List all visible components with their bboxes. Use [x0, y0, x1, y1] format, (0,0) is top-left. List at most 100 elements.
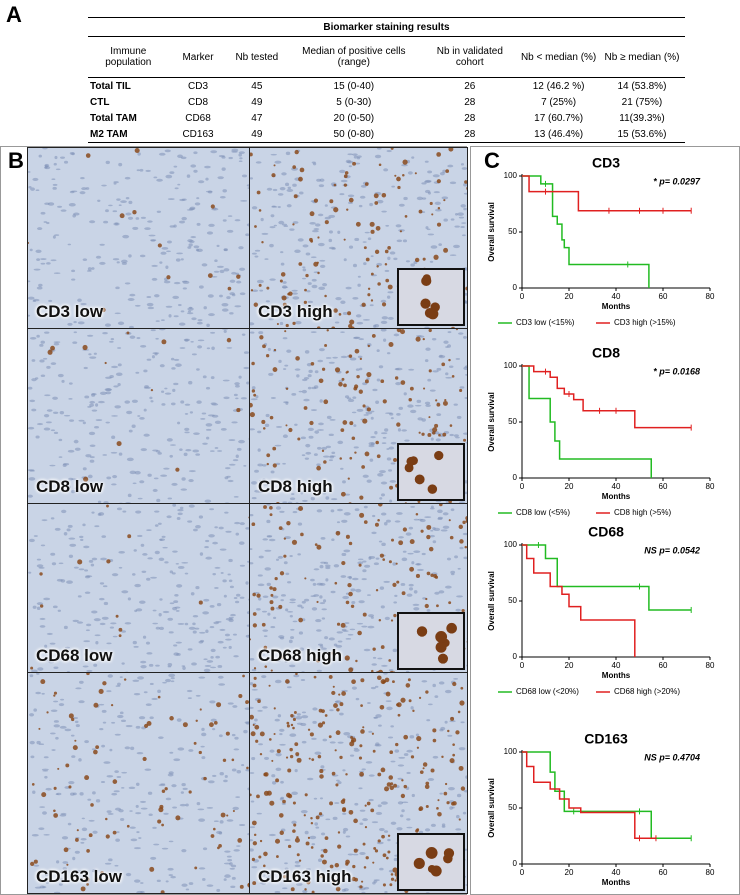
nucleus: [203, 598, 210, 602]
nucleus: [456, 793, 462, 798]
stained-cell: [393, 783, 397, 788]
nucleus: [53, 724, 60, 728]
nucleus: [116, 198, 121, 201]
stained-cell: [344, 171, 349, 175]
nucleus: [239, 564, 245, 567]
stained-cell: [341, 560, 346, 566]
nucleus: [274, 444, 282, 447]
nucleus: [111, 415, 118, 417]
nucleus: [460, 721, 465, 724]
stained-cell: [447, 729, 450, 733]
nucleus: [39, 343, 44, 347]
nucleus: [31, 378, 37, 382]
nucleus: [213, 820, 219, 823]
nucleus: [135, 782, 140, 787]
nucleus: [370, 686, 376, 690]
nucleus: [341, 519, 348, 523]
nucleus: [377, 473, 384, 477]
stained-cell: [337, 844, 342, 849]
nucleus: [373, 880, 378, 883]
nucleus: [168, 631, 174, 634]
stained-cell: [207, 273, 213, 278]
nucleus: [110, 338, 115, 341]
stained-cell: [285, 756, 289, 759]
nucleus: [97, 199, 101, 202]
nucleus: [370, 436, 376, 439]
nucleus: [370, 410, 375, 413]
nucleus: [275, 752, 282, 757]
nucleus: [383, 168, 389, 172]
nucleus: [174, 593, 179, 597]
nucleus: [457, 212, 464, 216]
stained-cell: [371, 669, 374, 672]
nucleus: [232, 459, 239, 462]
stained-cell: [101, 307, 106, 313]
nucleus: [99, 582, 105, 585]
nucleus: [68, 398, 73, 400]
stained-cell: [104, 361, 107, 365]
nucleus: [318, 643, 323, 646]
nucleus: [105, 160, 110, 165]
nucleus: [421, 182, 427, 185]
stained-cell: [349, 319, 355, 325]
nucleus: [454, 555, 458, 559]
stained-cell: [409, 566, 415, 572]
nucleus: [111, 792, 118, 796]
nucleus: [58, 456, 63, 458]
nucleus: [266, 582, 271, 586]
nucleus: [275, 506, 282, 510]
nucleus: [186, 689, 193, 693]
nucleus: [231, 271, 237, 275]
nucleus: [374, 685, 379, 688]
nucleus: [44, 202, 50, 205]
nucleus: [436, 413, 442, 417]
nucleus: [57, 373, 64, 378]
x-tick-label: 20: [565, 661, 574, 670]
stained-cell: [385, 278, 390, 283]
nucleus: [250, 839, 254, 842]
nucleus: [352, 853, 359, 856]
nucleus: [311, 737, 317, 740]
nucleus: [306, 363, 312, 367]
nucleus: [88, 658, 93, 661]
nucleus: [338, 379, 344, 383]
nucleus: [218, 683, 226, 686]
nucleus: [385, 224, 390, 227]
stained-cell: [328, 735, 332, 739]
nucleus: [165, 305, 173, 308]
nucleus: [279, 728, 285, 732]
nucleus: [31, 359, 36, 362]
nucleus: [283, 561, 288, 565]
stained-cell: [279, 279, 283, 283]
nucleus: [71, 269, 76, 273]
nucleus: [229, 867, 235, 870]
stained-cell: [282, 799, 286, 804]
nucleus: [250, 800, 255, 803]
nucleus: [210, 648, 216, 653]
nucleus: [438, 681, 445, 685]
nucleus: [454, 212, 458, 216]
nucleus: [328, 459, 334, 462]
stained-cell: [364, 826, 368, 829]
nucleus: [311, 284, 318, 289]
nucleus: [28, 314, 31, 317]
nucleus: [269, 243, 274, 248]
nucleus: [134, 879, 141, 883]
nucleus: [447, 734, 453, 737]
stained-cell: [426, 571, 431, 576]
nucleus: [357, 275, 361, 278]
stained-cell: [361, 302, 366, 307]
table-cell: CD68: [185, 112, 211, 124]
nucleus: [266, 504, 271, 506]
nucleus: [413, 518, 419, 521]
nucleus: [118, 452, 123, 456]
stained-cell: [303, 300, 308, 304]
nucleus: [221, 156, 226, 159]
nucleus: [132, 679, 140, 682]
stained-cell: [366, 407, 371, 412]
nucleus: [129, 810, 133, 812]
stained-cell: [314, 543, 318, 547]
stained-cell: [437, 206, 441, 210]
nucleus: [121, 719, 126, 723]
stained-cell: [333, 207, 339, 213]
